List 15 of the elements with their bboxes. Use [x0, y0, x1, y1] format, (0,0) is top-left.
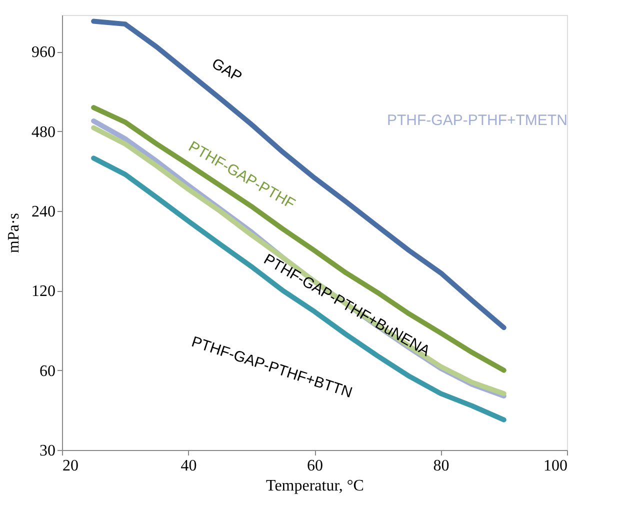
y-tick-label: 240 — [32, 203, 56, 220]
y-tick-label: 960 — [32, 44, 56, 62]
x-axis-title: Temperatur, °C — [266, 478, 364, 494]
x-tick-label: 60 — [307, 458, 323, 474]
x-tick-label: 40 — [180, 458, 197, 474]
y-axis-title: mPa·s — [6, 213, 22, 253]
text: PTHF-GAP-PTHF+TMETN — [387, 112, 568, 129]
y-tick-label: 30 — [40, 442, 56, 460]
y-tick-label: 120 — [32, 283, 56, 300]
x-tick-label: 80 — [433, 458, 450, 474]
x-tick-label: 100 — [544, 458, 568, 474]
x-tick-label: 20 — [62, 458, 78, 474]
y-tick-label: 480 — [32, 124, 56, 141]
text: GAP — [208, 55, 245, 86]
y-tick-label: 60 — [40, 362, 56, 380]
